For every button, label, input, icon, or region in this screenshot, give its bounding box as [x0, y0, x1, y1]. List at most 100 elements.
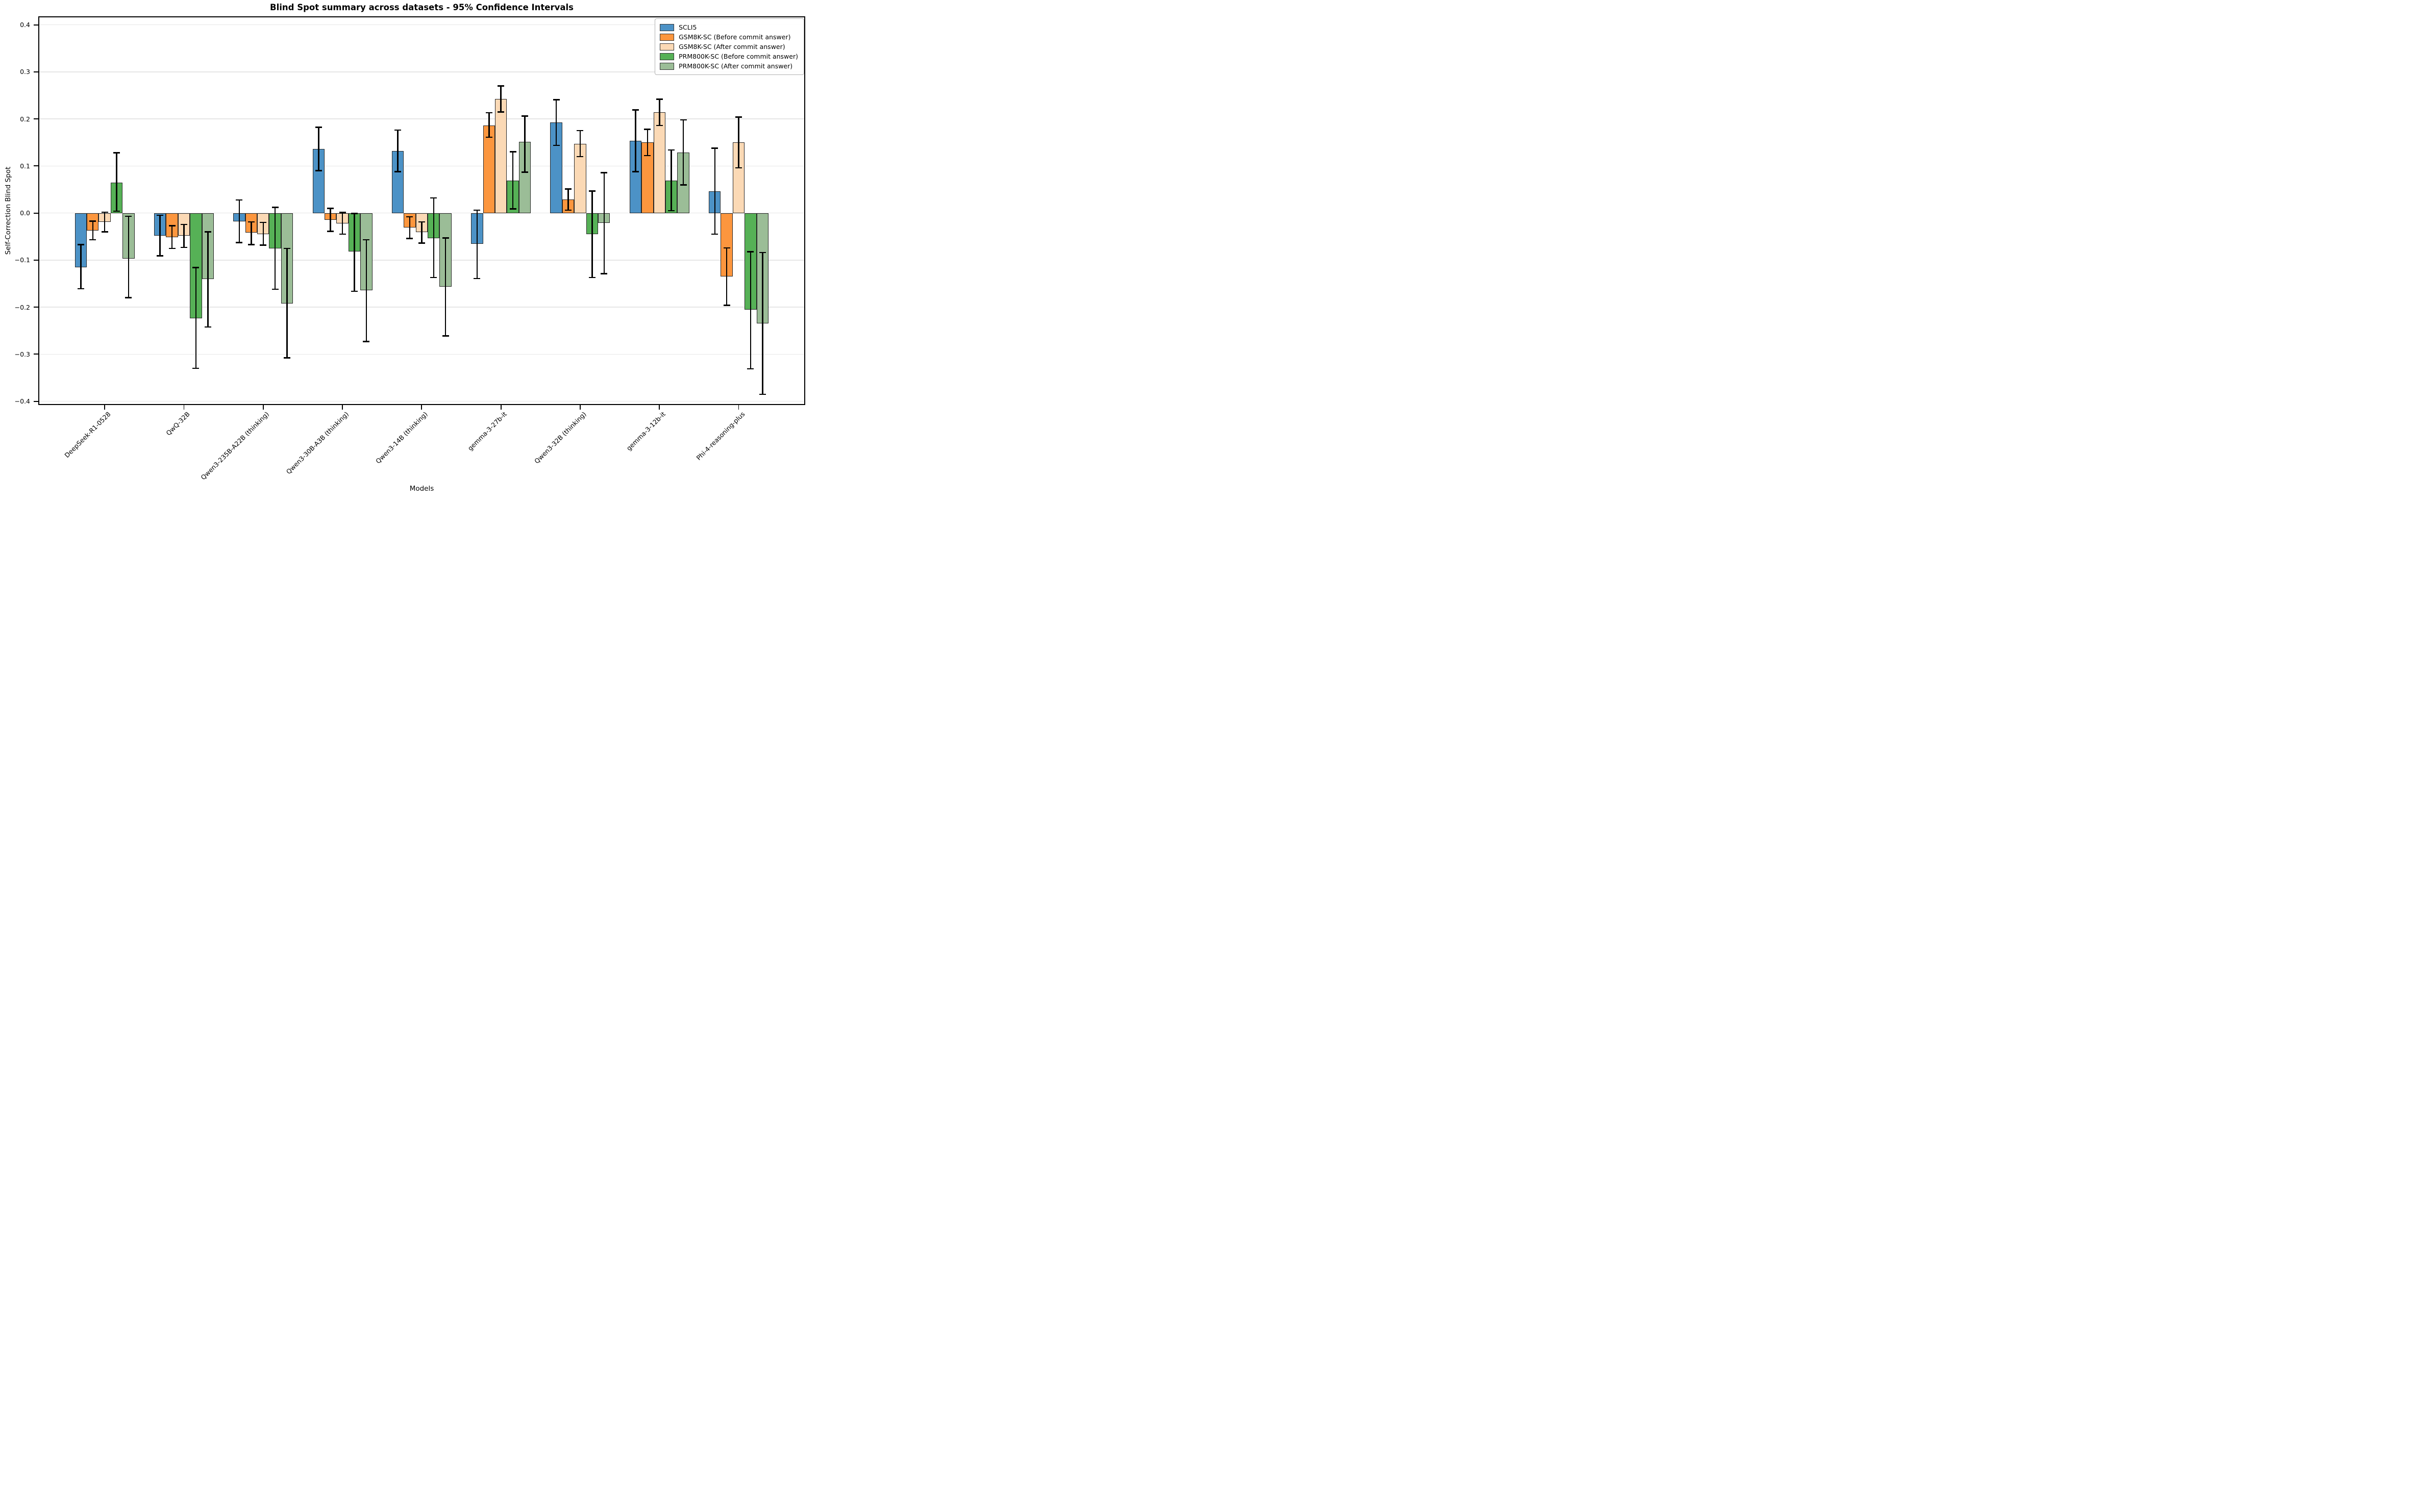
error-bar-line	[397, 130, 399, 172]
legend-item: GSM8K-SC (Before commit answer)	[660, 32, 798, 42]
error-bar-cap-bottom	[339, 233, 346, 235]
x-axis-title: Models	[409, 485, 434, 493]
legend-item: GSM8K-SC (After commit answer)	[660, 42, 798, 52]
error-bar-cap-top	[315, 127, 322, 128]
x-tick-label: Qwen3-32B (thinking)	[532, 410, 588, 465]
error-bar-cap-bottom	[247, 244, 255, 245]
error-bar-line	[762, 253, 763, 394]
error-bar-cap-top	[759, 251, 766, 254]
error-bar-cap-top	[247, 221, 255, 223]
error-bar-cap-top	[339, 212, 346, 213]
error-bar-cap-bottom	[711, 233, 718, 235]
error-bar-cap-top	[284, 247, 291, 249]
legend-label: GSM8K-SC (After commit answer)	[679, 43, 785, 51]
legend: SCLI5 GSM8K-SC (Before commit answer) GSM8…	[655, 18, 804, 75]
error-bar-cap-top	[498, 85, 505, 87]
error-bar-cap-bottom	[680, 184, 687, 186]
error-bar-cap-bottom	[747, 368, 754, 370]
error-bar-cap-top	[553, 99, 560, 100]
x-tick-mark	[580, 405, 581, 410]
error-bar-cap-top	[632, 109, 639, 111]
error-bar-line	[579, 131, 581, 157]
error-bar-line	[488, 113, 490, 138]
error-bar-cap-bottom	[204, 326, 211, 328]
y-tick-mark	[34, 400, 38, 402]
error-bar-cap-bottom	[759, 393, 766, 395]
error-bar-cap-top	[101, 211, 108, 213]
error-bar-line	[251, 222, 252, 245]
error-bar-line	[80, 244, 82, 289]
error-bar-line	[591, 191, 593, 278]
y-tick-label: 0.3	[20, 68, 30, 76]
error-bar-cap-top	[747, 251, 754, 253]
error-bar-cap-top	[406, 216, 413, 218]
error-bar-cap-bottom	[271, 288, 279, 290]
y-tick-mark	[34, 118, 38, 119]
error-bar-line	[444, 238, 446, 336]
y-tick-label: −0.4	[14, 397, 30, 406]
x-tick-label: DeepSeek-R1-0528	[63, 410, 112, 460]
error-bar-cap-bottom	[509, 208, 516, 210]
x-tick-label: Qwen3-14B (thinking)	[374, 410, 429, 465]
error-bar-cap-bottom	[485, 136, 492, 138]
error-bar-cap-top	[430, 197, 437, 199]
y-tick-label: 0.4	[20, 21, 30, 29]
error-bar-cap-bottom	[442, 335, 449, 337]
error-bar-line	[159, 215, 161, 256]
error-bar-cap-bottom	[351, 290, 358, 292]
error-bar-cap-bottom	[363, 341, 370, 342]
y-tick-mark	[34, 71, 38, 72]
error-bar-line	[104, 212, 106, 232]
error-bar-cap-bottom	[101, 231, 108, 233]
error-bar-line	[671, 149, 672, 211]
error-bar-line	[750, 251, 752, 369]
error-bar-cap-bottom	[474, 278, 481, 280]
y-tick-label: 0.2	[20, 115, 30, 123]
error-bar-cap-bottom	[168, 247, 176, 249]
legend-label: SCLI5	[679, 23, 697, 31]
error-bar-line	[92, 221, 93, 240]
error-bar-line	[274, 207, 276, 290]
error-bar-cap-top	[192, 267, 200, 268]
legend-swatch-icon	[660, 23, 675, 31]
error-bar-line	[318, 127, 319, 171]
x-tick-label: Qwen3-30B-A3B (thinking)	[284, 410, 350, 476]
error-bar-line	[738, 117, 739, 168]
y-tick-label: 0.1	[20, 162, 30, 170]
error-bar-cap-top	[588, 190, 596, 192]
error-bar-cap-top	[680, 119, 687, 121]
error-bar-cap-top	[363, 239, 370, 241]
bar-gsm8k-sc-before-commit-answer-	[483, 125, 495, 213]
error-bar-cap-top	[394, 129, 402, 131]
x-tick-label: Phi-4-reasoning-plus	[694, 410, 747, 462]
x-tick-mark	[659, 405, 660, 410]
y-tick-mark	[34, 259, 38, 261]
x-tick-mark	[262, 405, 264, 410]
error-bar-cap-top	[485, 112, 492, 114]
error-bar-line	[500, 86, 502, 112]
legend-label: PRM800K-SC (Before commit answer)	[679, 53, 798, 60]
error-bar-cap-bottom	[192, 367, 200, 369]
error-bar-cap-top	[180, 223, 187, 225]
x-tick-mark	[183, 405, 185, 410]
error-bar-cap-bottom	[735, 167, 742, 169]
error-bar-cap-top	[521, 115, 528, 117]
gridline	[38, 354, 805, 355]
error-bar-line	[171, 225, 173, 248]
bar-gsm8k-sc-after-commit-answer-	[653, 112, 665, 213]
error-bar-cap-bottom	[588, 276, 596, 279]
error-bar-line	[354, 213, 355, 291]
error-bar-line	[567, 189, 569, 211]
chart-title: Blind Spot summary across datasets - 95%…	[270, 3, 574, 12]
error-bar-cap-bottom	[521, 171, 528, 173]
legend-swatch-icon	[660, 43, 675, 51]
error-bar-line	[116, 153, 117, 211]
error-bar-line	[476, 210, 478, 279]
legend-swatch-icon	[660, 53, 675, 60]
error-bar-cap-bottom	[418, 242, 425, 244]
error-bar-cap-bottom	[406, 238, 413, 239]
error-bar-cap-top	[474, 209, 481, 211]
error-bar-cap-top	[711, 147, 718, 149]
error-bar-line	[286, 248, 288, 358]
error-bar-cap-bottom	[236, 242, 243, 243]
